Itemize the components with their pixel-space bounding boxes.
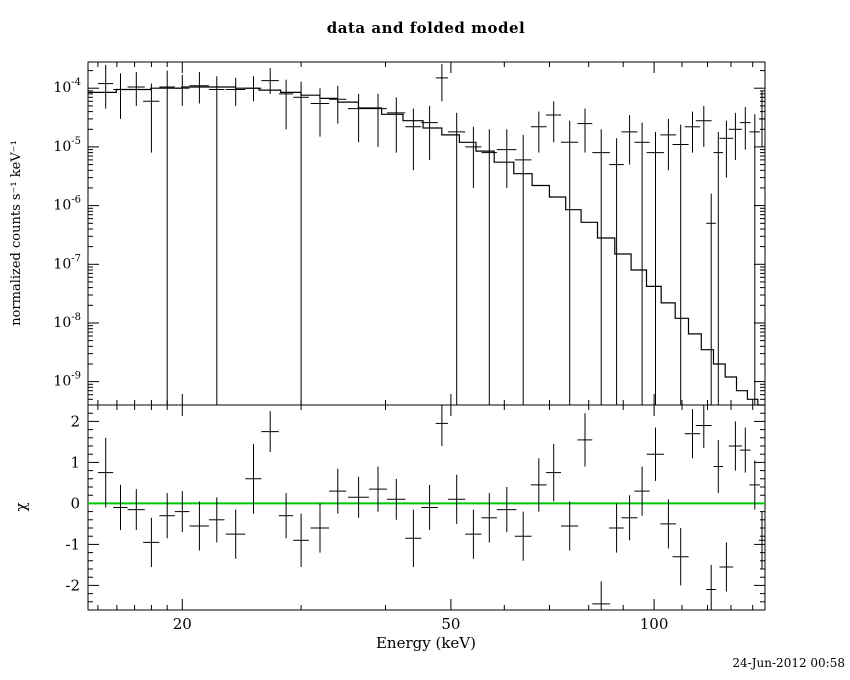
timestamp: 24-Jun-2012 00:58 xyxy=(732,656,845,670)
axis-ticks xyxy=(88,62,765,610)
spectrum-data-points xyxy=(97,63,765,405)
x-axis-label: Energy (keV) xyxy=(376,634,476,652)
residual-data-points xyxy=(97,405,765,610)
svg-text:2: 2 xyxy=(70,412,80,430)
svg-text:1: 1 xyxy=(70,453,80,471)
svg-text:-2: -2 xyxy=(65,576,80,594)
svg-text:50: 50 xyxy=(441,615,460,633)
svg-text:10-8: 10-8 xyxy=(53,312,81,331)
panel-frames xyxy=(87,61,766,611)
svg-text:-1: -1 xyxy=(65,535,80,553)
tick-labels: 20 50 100 10-4 10-5 10-6 10-7 10-8 10-9 -2 -1 0 1 2 xyxy=(53,77,668,633)
svg-text:10-5: 10-5 xyxy=(53,136,81,155)
svg-text:10-6: 10-6 xyxy=(53,195,81,214)
svg-text:10-7: 10-7 xyxy=(53,253,81,272)
y-axis-label-counts: normalized counts s⁻¹ keV⁻¹ xyxy=(9,140,24,326)
svg-text:20: 20 xyxy=(173,615,192,633)
svg-text:10-9: 10-9 xyxy=(53,371,81,390)
chart-title: data and folded model xyxy=(327,19,525,37)
svg-text:10-4: 10-4 xyxy=(53,77,81,96)
svg-text:0: 0 xyxy=(70,494,80,512)
model-line xyxy=(88,86,765,406)
y-axis-label-chi: χ xyxy=(12,502,30,511)
svg-text:100: 100 xyxy=(640,615,669,633)
